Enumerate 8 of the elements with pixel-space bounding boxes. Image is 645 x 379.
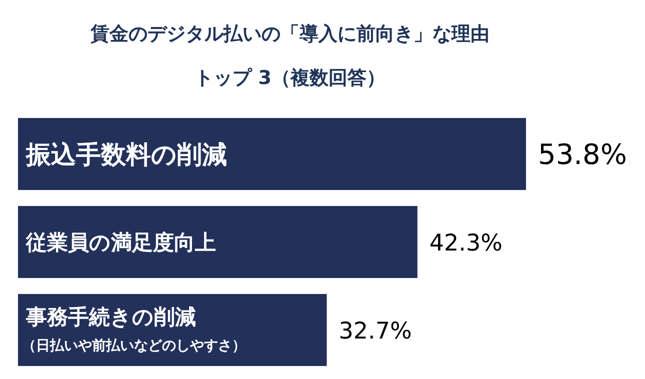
y-tick-label: 従業員の満足度向上: [25, 230, 216, 255]
data-label: 53.8%: [538, 138, 627, 172]
data-label: 32.7%: [338, 318, 412, 344]
y-tick-label: 事務手続きの削減（日払いや前払いなどのしやすさ）: [22, 305, 246, 354]
chart-title: 賃金のデジタル払いの「導入に前向き」な理由: [90, 23, 490, 45]
y-tick-label: 振込手数料の削減: [25, 140, 227, 169]
data-label: 42.3%: [429, 230, 502, 256]
chart-subtitle: トップ 3（複数回答）: [194, 67, 386, 89]
